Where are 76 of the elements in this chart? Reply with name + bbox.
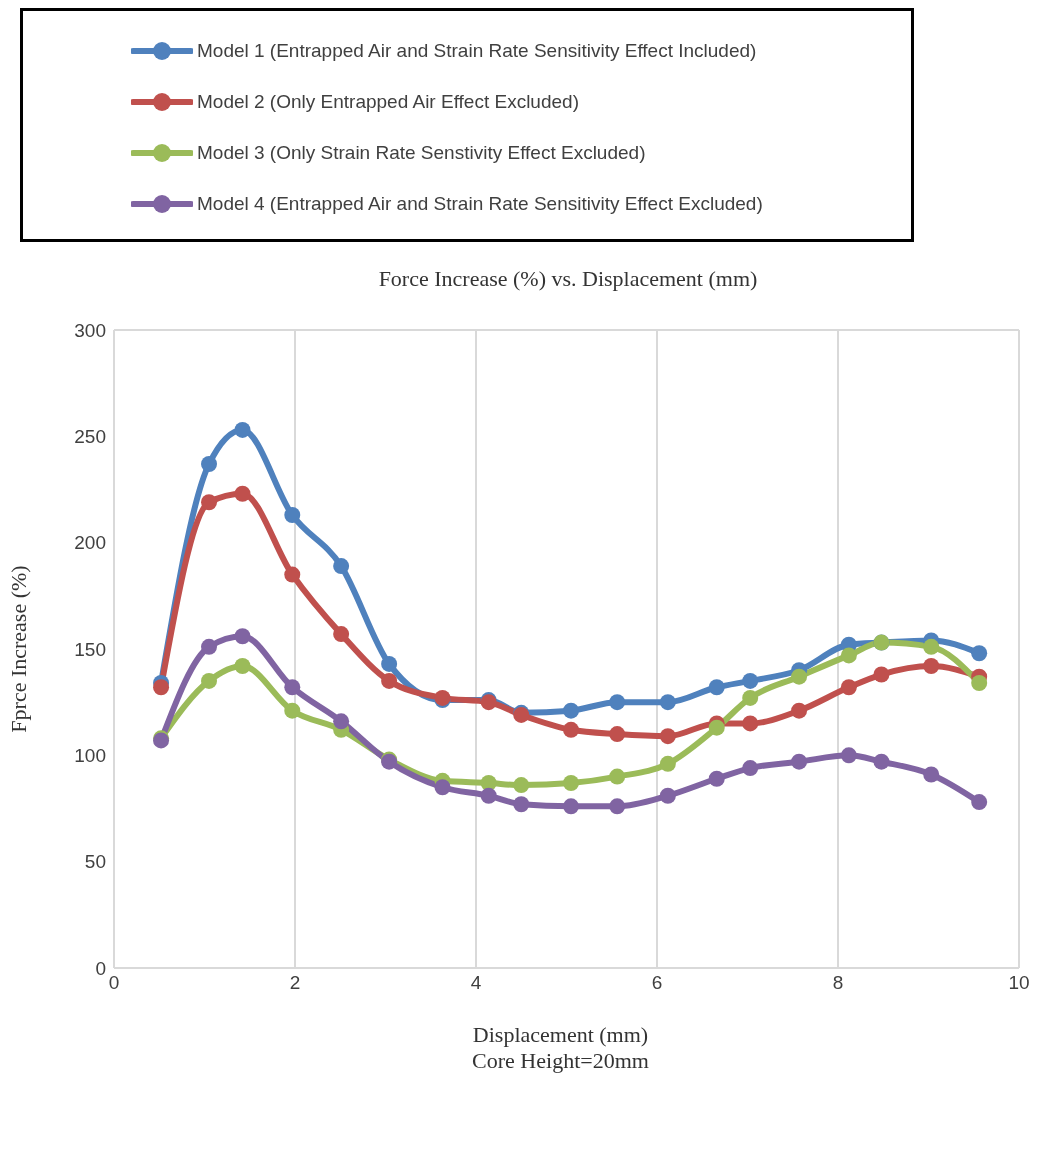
point bbox=[284, 507, 301, 524]
legend-label: Model 2 (Only Entrapped Air Effect Excluded) bbox=[197, 90, 579, 113]
point bbox=[563, 721, 580, 738]
point bbox=[513, 796, 530, 813]
x-tick-label: 4 bbox=[470, 972, 482, 994]
point bbox=[201, 638, 218, 655]
point bbox=[284, 679, 301, 696]
point bbox=[971, 645, 988, 662]
point bbox=[971, 675, 988, 692]
y-tick-label: 100 bbox=[74, 745, 106, 767]
point bbox=[923, 658, 940, 675]
point bbox=[659, 694, 676, 711]
point bbox=[659, 755, 676, 772]
point bbox=[971, 794, 988, 811]
point bbox=[742, 760, 759, 777]
point bbox=[791, 753, 808, 770]
x-tick-label: 8 bbox=[832, 972, 844, 994]
point bbox=[284, 702, 301, 719]
point bbox=[234, 485, 251, 502]
x-tick-label: 10 bbox=[1008, 972, 1030, 994]
legend-label: Model 4 (Entrapped Air and Strain Rate Sensitivity Effect Excluded) bbox=[197, 192, 763, 215]
point bbox=[708, 719, 725, 736]
point bbox=[923, 766, 940, 783]
point bbox=[333, 558, 350, 575]
point bbox=[513, 777, 530, 794]
point bbox=[234, 421, 251, 438]
text: Core Height=20mm bbox=[471, 1048, 650, 1074]
y-tick-label: 50 bbox=[84, 851, 106, 873]
x-tick-label: 2 bbox=[289, 972, 301, 994]
chart-title: Force Increase (%) vs. Displacement (mm) bbox=[377, 266, 759, 292]
point bbox=[609, 798, 626, 815]
y-tick-label: 300 bbox=[74, 319, 106, 341]
point bbox=[434, 779, 451, 796]
x-tick-label: 0 bbox=[108, 972, 120, 994]
point bbox=[840, 647, 857, 664]
point bbox=[563, 798, 580, 815]
point bbox=[563, 774, 580, 791]
point bbox=[153, 679, 170, 696]
point bbox=[873, 753, 890, 770]
point bbox=[333, 713, 350, 730]
point bbox=[708, 679, 725, 696]
point bbox=[791, 702, 808, 719]
point bbox=[609, 694, 626, 711]
point bbox=[840, 679, 857, 696]
point bbox=[791, 668, 808, 685]
point bbox=[742, 689, 759, 706]
y-tick-label: 0 bbox=[95, 957, 106, 979]
y-tick-label: 200 bbox=[74, 532, 106, 554]
point bbox=[708, 770, 725, 787]
point bbox=[284, 566, 301, 583]
y-axis-title: Fprce Increase (%) bbox=[5, 565, 31, 733]
point bbox=[609, 726, 626, 743]
point bbox=[201, 494, 218, 511]
point bbox=[840, 747, 857, 764]
point bbox=[873, 666, 890, 683]
x-tick-label: 6 bbox=[651, 972, 663, 994]
y-tick-label: 250 bbox=[74, 426, 106, 448]
point bbox=[381, 672, 398, 689]
point bbox=[609, 768, 626, 785]
y-tick-label: 150 bbox=[74, 638, 106, 660]
point bbox=[333, 626, 350, 643]
point bbox=[234, 658, 251, 675]
point bbox=[234, 628, 251, 645]
point bbox=[563, 702, 580, 719]
point bbox=[659, 787, 676, 804]
point bbox=[923, 638, 940, 655]
point bbox=[381, 655, 398, 672]
point bbox=[480, 787, 497, 804]
x-axis-title: Displacement (mm) bbox=[471, 1022, 650, 1048]
point bbox=[659, 728, 676, 745]
legend-label: Model 3 (Only Strain Rate Senstivity Effect Excluded) bbox=[197, 141, 646, 164]
point bbox=[742, 672, 759, 689]
point bbox=[201, 455, 218, 472]
point bbox=[201, 672, 218, 689]
point bbox=[742, 715, 759, 732]
legend-label: Model 1 (Entrapped Air and Strain Rate Sensitivity Effect Included) bbox=[197, 39, 757, 62]
